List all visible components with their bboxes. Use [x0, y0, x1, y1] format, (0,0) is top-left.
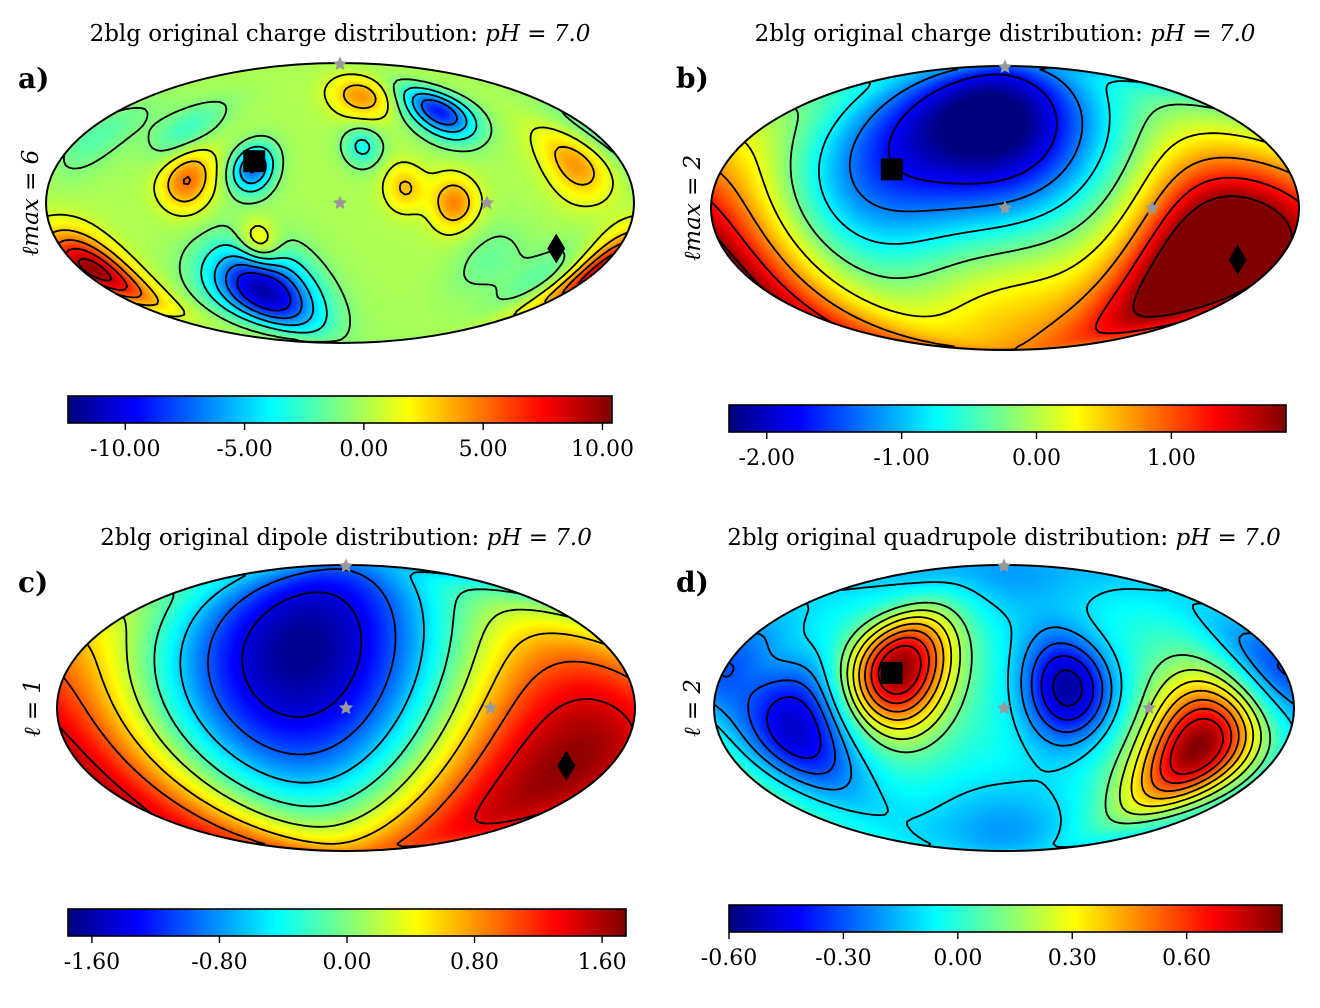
panel-b: 2blg original charge distribution: pH = … — [676, 21, 1300, 471]
panel-a-diamond-marker — [547, 233, 566, 264]
panel-c-contour-line — [86, 632, 609, 845]
panel-d-contour-line — [766, 655, 1095, 760]
panel-d-colorbar-tick-label: -0.30 — [815, 946, 871, 971]
panel-d-colorbar-tick-label: 0.00 — [933, 946, 982, 971]
panel-b-star-marker — [997, 59, 1013, 74]
panel-a-colorbar-tick-label: -10.00 — [90, 437, 160, 462]
panel-c-map — [56, 558, 636, 852]
panel-a-star-marker — [332, 195, 348, 210]
panel-a-title: 2blg original charge distribution: pH = … — [90, 21, 591, 47]
panel-c-star-marker — [338, 700, 354, 715]
panel-a: 2blg original charge distribution: pH = … — [18, 21, 635, 462]
panel-a-colorbar-tick-label: 5.00 — [459, 437, 508, 462]
panel-d: 2blg original quadrupole distribution: p… — [676, 525, 1295, 971]
panel-a-label: a) — [18, 62, 49, 95]
panel-d-contour-line — [870, 636, 1233, 785]
panel-a-colorbar-tick-label: -5.00 — [216, 437, 272, 462]
panel-d-contour-line — [846, 609, 1262, 816]
panel-c-colorbar-gradient — [67, 908, 627, 937]
panel-d-colorbar: -0.60 -0.30 0.00 0.30 0.60 — [701, 904, 1283, 971]
panel-c-colorbar: -1.60 -0.80 0.00 0.80 1.60 — [64, 908, 627, 975]
panel-a-contour-line — [63, 78, 624, 343]
panel-a-star-marker — [332, 56, 348, 71]
panel-d-contour-line — [1052, 669, 1083, 707]
panel-b-star-marker — [1144, 200, 1160, 215]
panel-a-contour-line — [49, 84, 631, 307]
panel-b-diamond-marker — [1228, 244, 1247, 275]
panel-a-colorbar-tick-label: 0.00 — [339, 437, 388, 462]
panel-d-colorbar-tick-label: 0.60 — [1162, 946, 1211, 971]
panel-a-ylabel: ℓmax = 6 — [18, 150, 44, 257]
panel-b-star-marker — [997, 200, 1013, 215]
panel-a-contour-line — [236, 272, 292, 312]
panel-d-contours — [714, 581, 1294, 848]
panel-a-colorbar: -10.00 -5.00 0.00 5.00 10.00 — [67, 395, 634, 462]
panel-c: 2blg original dipole distribution: pH = … — [18, 525, 636, 975]
panel-c-contour-line — [57, 698, 635, 825]
panel-a-contour-line — [200, 86, 478, 334]
panel-b-contours — [711, 66, 1299, 350]
panel-b-label: b) — [676, 62, 709, 95]
panel-b-colorbar-gradient — [728, 404, 1287, 433]
panel-b-colorbar-tick-label: -1.00 — [873, 446, 929, 471]
panel-c-contour-line — [60, 660, 635, 848]
panel-a-colorbar-gradient — [67, 395, 613, 424]
panel-a-contour-line — [46, 73, 634, 318]
panel-b-colorbar-tick-label: 1.00 — [1147, 446, 1196, 471]
panel-d-contour-line — [877, 644, 1224, 776]
panel-b-colorbar-tick-label: 0.00 — [1012, 446, 1061, 471]
panel-d-map — [713, 558, 1295, 852]
panel-a-contours — [46, 73, 634, 343]
panel-d-contour-line — [839, 601, 1272, 825]
panel-b-title: 2blg original charge distribution: pH = … — [755, 21, 1256, 47]
panel-c-title: 2blg original dipole distribution: pH = … — [100, 525, 592, 551]
panel-c-star-marker — [483, 700, 498, 715]
panel-b-contour-line — [718, 156, 1296, 350]
panel-c-contour-line — [241, 591, 363, 718]
panel-d-colorbar-tick-label: -0.60 — [701, 946, 757, 971]
panel-c-contour-line — [153, 588, 528, 808]
panel-c-colorbar-tick-label: 0.80 — [450, 950, 499, 975]
panel-d-contour-line — [858, 622, 1247, 800]
panel-b-square-marker — [880, 158, 903, 181]
panel-c-colorbar-tick-label: 1.60 — [578, 950, 627, 975]
panel-d-ylabel: ℓ = 2 — [680, 679, 706, 737]
panel-c-colorbar-tick-label: -0.80 — [191, 950, 247, 975]
panel-a-star-marker — [479, 195, 495, 210]
panel-c-colorbar-tick-label: 0.00 — [323, 950, 372, 975]
panel-d-label: d) — [676, 566, 709, 599]
panel-c-star-marker — [338, 558, 354, 573]
panel-d-colorbar-gradient — [728, 904, 1283, 933]
panel-b-colorbar-tick-label: -2.00 — [739, 446, 795, 471]
panel-c-contours — [57, 568, 635, 848]
panel-d-contour-line — [864, 629, 1240, 792]
panel-c-colorbar-tick-label: -1.60 — [64, 950, 120, 975]
panel-b-map — [710, 59, 1300, 351]
panel-c-label: c) — [18, 566, 48, 599]
panel-d-contour-line — [714, 581, 1294, 848]
panel-b-ylabel: ℓmax = 2 — [680, 155, 706, 262]
panel-d-contour-line — [714, 626, 1294, 791]
panel-d-square-marker — [880, 661, 903, 684]
panel-b-colorbar: -2.00 -1.00 0.00 1.00 — [728, 404, 1287, 471]
panel-d-star-marker — [996, 700, 1012, 715]
panel-c-diamond-marker — [557, 750, 576, 781]
panel-d-star-marker — [1141, 700, 1157, 715]
panel-d-star-marker — [996, 558, 1012, 573]
panel-b-contour-line — [711, 176, 1299, 335]
panel-c-contour-line — [207, 568, 397, 756]
panel-a-square-marker — [243, 150, 266, 173]
panel-d-title: 2blg original quadrupole distribution: p… — [727, 525, 1280, 551]
panel-d-contour-line — [852, 616, 1255, 808]
panel-d-contour-line — [720, 642, 1291, 775]
panel-d-colorbar-tick-label: 0.30 — [1048, 946, 1097, 971]
panel-c-contour-line — [179, 571, 470, 784]
panel-a-map — [45, 56, 635, 344]
panel-c-ylabel: ℓ = 1 — [20, 679, 46, 737]
panel-a-colorbar-tick-label: 10.00 — [571, 437, 634, 462]
